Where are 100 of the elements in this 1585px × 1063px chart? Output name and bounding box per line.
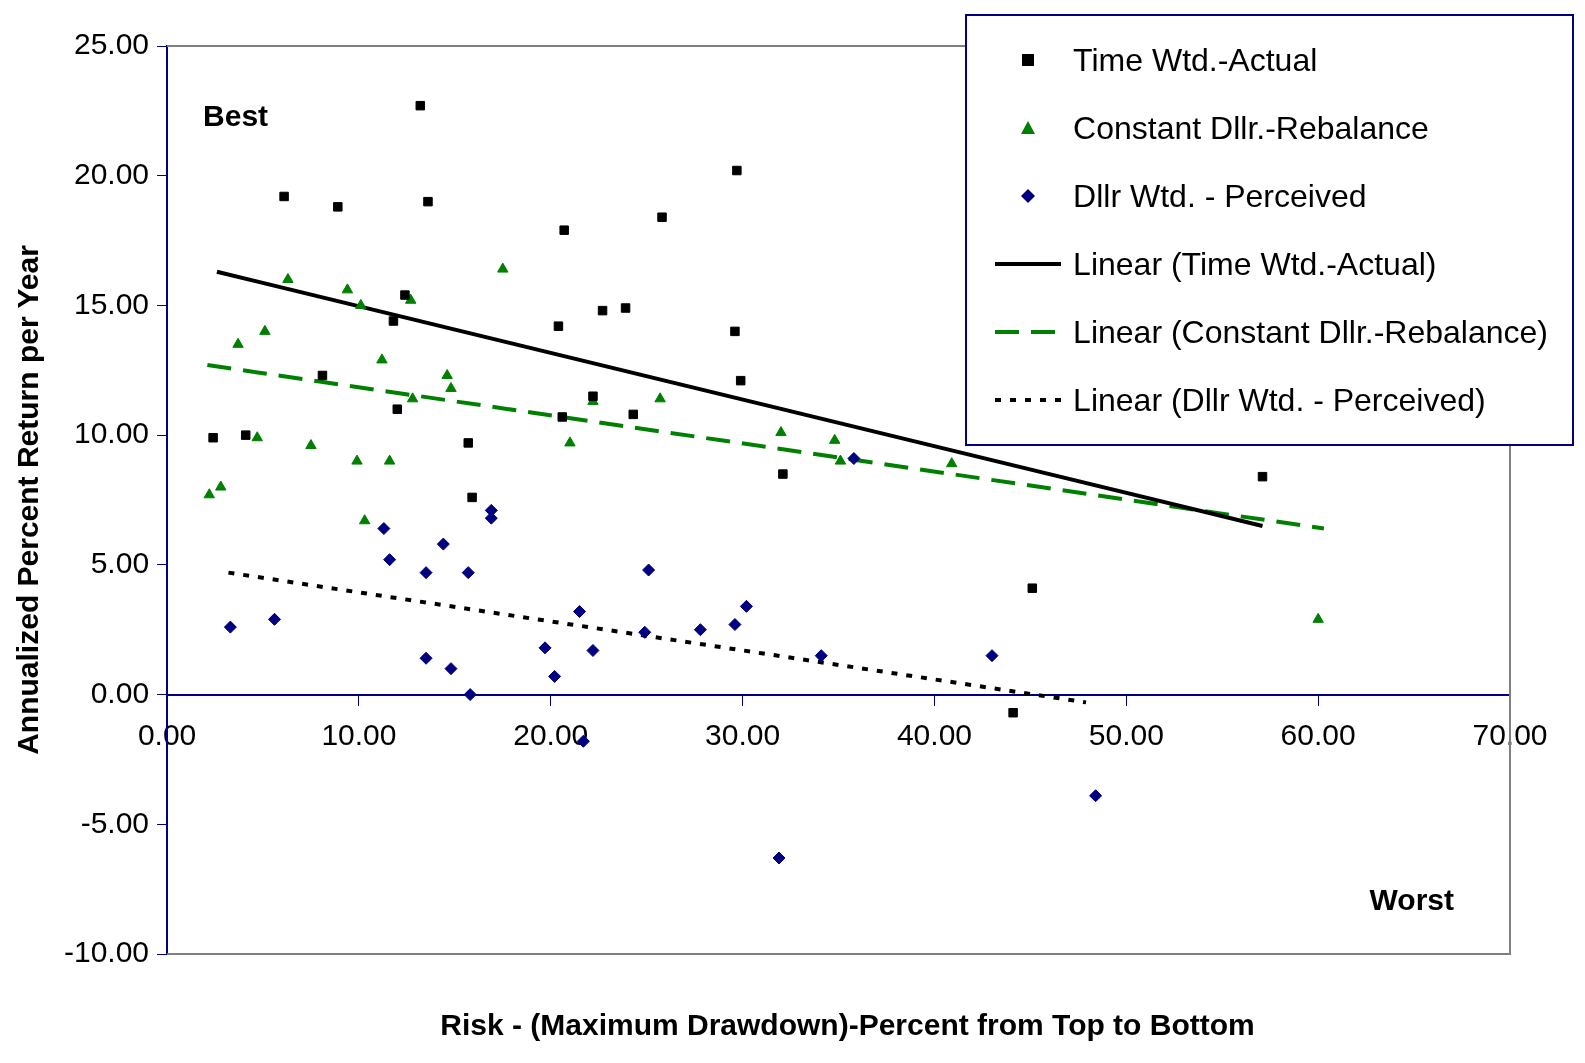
- point: [564, 436, 576, 447]
- point: [638, 625, 652, 639]
- point: [223, 620, 237, 634]
- x-tick-label: 70.00: [1472, 717, 1548, 751]
- x-axis-title: Risk - (Maximum Drawdown)-Percent from Top to Bottom: [439, 1008, 1256, 1042]
- point: [423, 196, 433, 207]
- point: [597, 305, 608, 316]
- point: [985, 649, 999, 663]
- point: [814, 649, 828, 663]
- x-tick-label: 50.00: [1088, 717, 1164, 751]
- point: [419, 566, 433, 580]
- point: [445, 381, 457, 392]
- point: [1008, 707, 1018, 718]
- y-tick-label: 15.00: [73, 286, 150, 320]
- point: [415, 100, 426, 111]
- legend-label: Constant Dllr.-Rebalance: [1073, 109, 1429, 147]
- point: [1089, 789, 1103, 803]
- point: [588, 391, 598, 401]
- y-tick-label: -5.00: [80, 805, 150, 839]
- point: [240, 430, 251, 440]
- point: [559, 225, 569, 235]
- point: [259, 324, 271, 335]
- point: [461, 566, 475, 580]
- point: [444, 662, 458, 676]
- x-tick-label: 60.00: [1280, 717, 1356, 751]
- point: [463, 438, 474, 448]
- point: [376, 353, 388, 364]
- point: [847, 451, 861, 465]
- legend-label: Linear (Dllr Wtd. - Perceived): [1073, 381, 1486, 419]
- point: [834, 454, 847, 465]
- point: [358, 514, 371, 525]
- point: [728, 618, 742, 632]
- point: [341, 283, 354, 294]
- legend-label: Dllr Wtd. - Perceived: [1073, 177, 1367, 215]
- point: [732, 165, 742, 176]
- legend-label: Linear (Constant Dllr.-Rebalance): [1073, 313, 1548, 351]
- point: [1312, 612, 1324, 623]
- y-tick-label: 25.00: [73, 27, 150, 61]
- point: [573, 605, 587, 619]
- point: [377, 522, 391, 536]
- point: [388, 316, 399, 326]
- y-axis-title: Annualized Percent Return per Year: [11, 244, 45, 755]
- point: [392, 404, 403, 414]
- point: [406, 392, 419, 403]
- point: [251, 431, 263, 442]
- point: [436, 537, 450, 551]
- point: [693, 623, 707, 637]
- point: [586, 643, 600, 657]
- point: [467, 492, 477, 503]
- point: [282, 272, 294, 283]
- point: [1257, 471, 1268, 482]
- x-tick-label: 30.00: [705, 717, 781, 751]
- point: [620, 303, 631, 313]
- point: [538, 641, 552, 655]
- point: [351, 454, 363, 465]
- point: [946, 457, 958, 468]
- point: [419, 651, 433, 665]
- x-tick-label: 10.00: [321, 717, 397, 751]
- point: [383, 553, 397, 567]
- point: [548, 669, 562, 683]
- y-tick-label: 20.00: [73, 156, 150, 190]
- point: [654, 392, 666, 403]
- point: [642, 563, 656, 577]
- point: [232, 337, 244, 348]
- legend-label: Linear (Time Wtd.-Actual): [1073, 245, 1437, 283]
- point: [463, 688, 477, 702]
- point: [628, 409, 638, 420]
- point: [775, 426, 787, 437]
- point: [268, 612, 281, 626]
- x-tick-label: 40.00: [896, 717, 972, 751]
- y-tick-label: -10.00: [63, 935, 150, 969]
- y-tick-label: 5.00: [90, 546, 150, 580]
- point: [829, 433, 841, 444]
- y-tick-label: 0.00: [90, 675, 150, 709]
- point: [305, 439, 317, 450]
- point: [657, 212, 667, 222]
- y-tick-label: 10.00: [73, 416, 150, 450]
- point: [383, 454, 396, 465]
- point: [400, 290, 410, 300]
- point: [730, 326, 740, 337]
- point: [557, 412, 568, 422]
- point: [553, 321, 564, 331]
- point: [772, 851, 786, 865]
- point: [208, 433, 218, 443]
- point: [441, 368, 453, 379]
- point: [215, 480, 227, 491]
- point: [333, 202, 343, 212]
- point: [355, 298, 367, 309]
- point: [317, 370, 328, 381]
- point: [1027, 583, 1038, 593]
- point: [279, 191, 289, 202]
- annotation: Best: [203, 99, 269, 133]
- point: [497, 262, 509, 273]
- legend-label: Time Wtd.-Actual: [1073, 41, 1318, 79]
- x-tick-label: 20.00: [513, 717, 589, 751]
- annotation: Worst: [1369, 883, 1454, 917]
- point: [778, 469, 788, 479]
- point: [735, 375, 746, 386]
- point: [739, 599, 753, 613]
- point: [203, 488, 215, 499]
